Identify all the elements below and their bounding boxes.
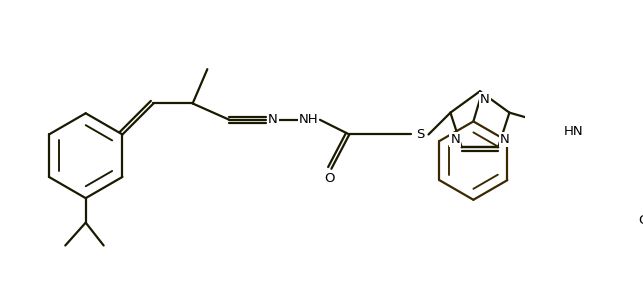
Text: N: N — [500, 133, 509, 146]
Text: N: N — [267, 113, 278, 126]
Text: O: O — [325, 172, 335, 185]
Text: N: N — [480, 93, 490, 106]
Text: S: S — [416, 128, 424, 141]
Text: HN: HN — [563, 125, 583, 138]
Text: Cl: Cl — [638, 214, 643, 227]
Text: NH: NH — [299, 113, 318, 126]
Text: N: N — [450, 133, 460, 146]
